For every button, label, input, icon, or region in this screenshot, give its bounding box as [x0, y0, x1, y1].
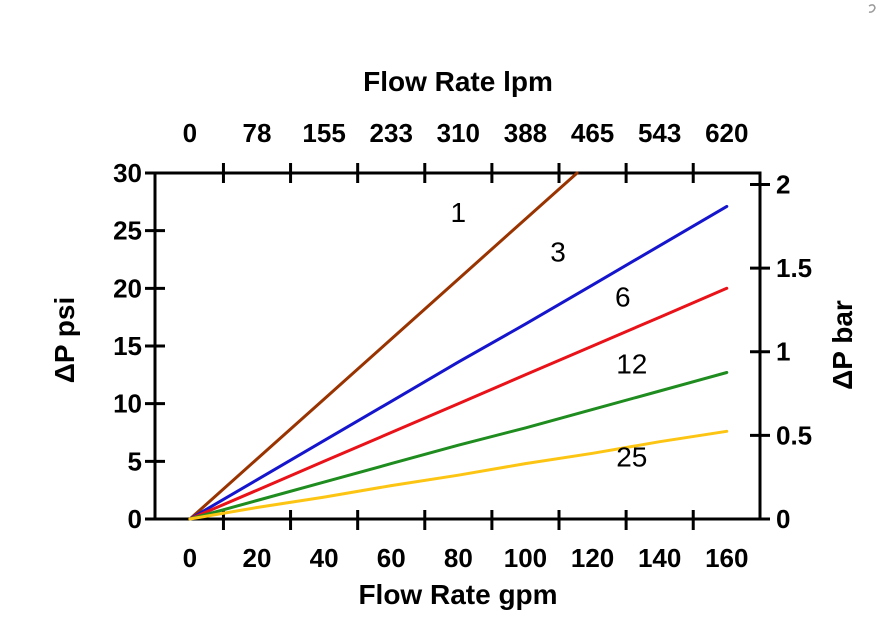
- y-axis-left-tick-label: 20: [113, 273, 142, 303]
- x-axis-bottom-tick-label: 80: [444, 543, 473, 573]
- y-axis-left-tick-label: 25: [113, 216, 142, 246]
- series-label-3: 3: [550, 236, 566, 267]
- corner-artifact-mark: [868, 4, 876, 13]
- y-axis-right-tick-label: 0: [776, 504, 790, 534]
- series-label-6: 6: [615, 281, 631, 312]
- series-line-3: [188, 204, 729, 521]
- series-label-1: 1: [451, 197, 467, 228]
- y-axis-left-tick-label: 15: [113, 331, 142, 361]
- x-axis-top-tick-label: 620: [705, 118, 748, 148]
- x-axis-bottom-tick-label: 120: [571, 543, 614, 573]
- y-axis-right-tick-label: 1.5: [776, 253, 812, 283]
- y-axis-right-tick-label: 1: [776, 337, 790, 367]
- x-axis-top-tick-label: 310: [437, 118, 480, 148]
- y-axis-left-tick-label: 30: [113, 158, 142, 188]
- bottom-axis-title: Flow Rate gpm: [358, 579, 557, 610]
- series-line-6: [188, 286, 729, 521]
- x-axis-top-tick-label: 155: [302, 118, 345, 148]
- right-axis-title: ΔP bar: [827, 300, 858, 390]
- y-axis-right-tick-label: 0.5: [776, 420, 812, 450]
- x-axis-bottom-tick-label: 140: [638, 543, 681, 573]
- x-axis-top-tick-label: 388: [504, 118, 547, 148]
- series-line-1: [188, 171, 579, 521]
- x-axis-top-tick-label: 0: [183, 118, 197, 148]
- chart-generated-layer: 0020784015560233803101003881204651405431…: [113, 118, 812, 573]
- x-axis-bottom-tick-label: 60: [377, 543, 406, 573]
- y-axis-left-tick-label: 5: [128, 446, 142, 476]
- left-axis-title: ΔP psi: [49, 297, 80, 384]
- x-axis-top-tick-label: 78: [243, 118, 272, 148]
- x-axis-top-tick-label: 465: [571, 118, 614, 148]
- x-axis-bottom-tick-label: 0: [183, 543, 197, 573]
- x-axis-bottom-tick-label: 40: [310, 543, 339, 573]
- y-axis-left-tick-label: 0: [128, 504, 142, 534]
- x-axis-bottom-tick-label: 160: [705, 543, 748, 573]
- x-axis-top-tick-label: 233: [370, 118, 413, 148]
- series-label-25: 25: [616, 442, 647, 473]
- series-line-12: [188, 371, 729, 521]
- x-axis-top-tick-label: 543: [638, 118, 681, 148]
- series-label-12: 12: [616, 348, 647, 379]
- x-axis-bottom-tick-label: 20: [243, 543, 272, 573]
- series-line-25: [188, 429, 729, 521]
- top-axis-title: Flow Rate lpm: [363, 66, 553, 97]
- x-axis-bottom-tick-label: 100: [504, 543, 547, 573]
- y-axis-right-tick-label: 2: [776, 169, 790, 199]
- y-axis-left-tick-label: 10: [113, 389, 142, 419]
